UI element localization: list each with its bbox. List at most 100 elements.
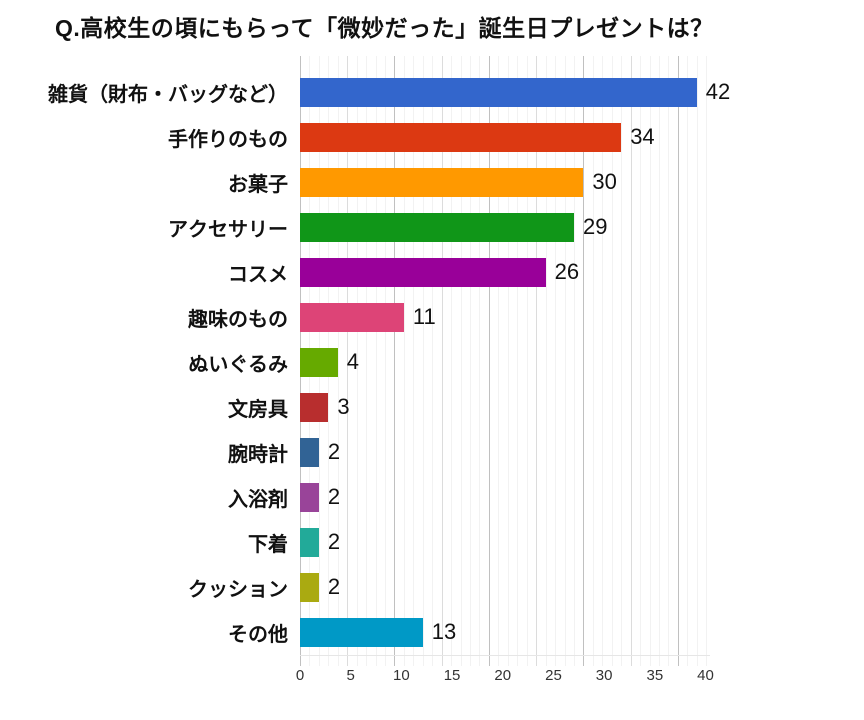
bar-track: 11 <box>300 295 710 340</box>
x-tick-label: 25 <box>545 667 562 684</box>
gridline-major <box>630 656 632 666</box>
bar <box>300 618 423 647</box>
bar-row: 雑貨（財布・バッグなど） 42 <box>0 70 864 115</box>
gridline-minor <box>479 656 481 666</box>
bar <box>300 573 319 602</box>
gridline-minor <box>451 656 453 666</box>
bar-track: 13 <box>300 610 710 655</box>
gridline-minor <box>602 656 604 666</box>
bar-row: 文房具 3 <box>0 385 864 430</box>
bar-track: 26 <box>300 250 710 295</box>
x-axis-tick-labels: 0 5 10 15 20 25 30 35 40 <box>296 667 740 687</box>
value-label: 3 <box>337 393 350 419</box>
gridline-minor <box>403 656 405 666</box>
gridline-minor <box>658 656 660 666</box>
gridline-minor <box>375 656 377 666</box>
bar <box>300 303 404 332</box>
bar-row: お菓子 30 <box>0 160 864 205</box>
category-label: 腕時計 <box>228 444 288 466</box>
bar-row: クッション 2 <box>0 565 864 610</box>
category-label: 趣味のもの <box>188 309 288 331</box>
gridline-minor <box>356 656 358 666</box>
x-tick-label: 10 <box>393 667 410 684</box>
gridline-minor <box>555 656 557 666</box>
gridline-minor <box>621 656 623 666</box>
gridline-minor <box>366 656 368 666</box>
value-label: 2 <box>327 573 341 599</box>
gridline-major <box>394 656 396 666</box>
gridline-major <box>536 656 538 666</box>
gridline-minor <box>696 656 698 666</box>
gridline-minor <box>687 656 689 666</box>
bar <box>300 258 546 287</box>
bar-track: 2 <box>300 430 710 475</box>
gridline-minor <box>573 656 575 666</box>
bar <box>300 393 329 422</box>
bar-row: その他 13 <box>0 610 864 655</box>
bar-chart: 雑貨（財布・バッグなど） 42 手作りのもの 34 お菓子 30 アクセサリー … <box>0 56 864 684</box>
gridline-minor <box>432 656 434 666</box>
x-tick-label: 0 <box>295 667 305 684</box>
gridline-minor <box>507 656 509 666</box>
value-label: 29 <box>582 213 608 239</box>
gridline-minor <box>460 656 462 666</box>
x-axis-tick-marks <box>300 656 710 666</box>
category-label: クッション <box>188 579 288 601</box>
bar-track: 2 <box>300 565 710 610</box>
bar-row: コスメ 26 <box>0 250 864 295</box>
gridline-major <box>441 656 443 666</box>
bar-rows: 雑貨（財布・バッグなど） 42 手作りのもの 34 お菓子 30 アクセサリー … <box>0 56 864 655</box>
bar-track: 2 <box>300 475 710 520</box>
bar-row: ぬいぐるみ 4 <box>0 340 864 385</box>
value-label: 2 <box>327 438 341 464</box>
value-label: 2 <box>327 528 341 554</box>
category-label: 入浴剤 <box>228 489 288 511</box>
gridline-minor <box>385 656 387 666</box>
bar-track: 29 <box>300 205 710 250</box>
category-label: お菓子 <box>228 174 288 196</box>
gridline-major <box>583 656 585 666</box>
category-label: 手作りのもの <box>168 129 288 151</box>
value-label: 26 <box>554 258 580 284</box>
bar-row: 腕時計 2 <box>0 430 864 475</box>
gridline-minor <box>470 656 472 666</box>
bar-row: 手作りのもの 34 <box>0 115 864 160</box>
gridline-minor <box>422 656 424 666</box>
x-tick-label: 40 <box>697 667 714 684</box>
gridline-minor <box>337 656 339 666</box>
bar-track: 34 <box>300 115 710 160</box>
gridline-minor <box>526 656 528 666</box>
bar-row: 下着 2 <box>0 520 864 565</box>
bar <box>300 483 319 512</box>
gridline-minor <box>668 656 670 666</box>
category-label: その他 <box>228 624 288 646</box>
bar-track: 42 <box>300 70 730 115</box>
bar <box>300 348 338 377</box>
gridline-minor <box>545 656 547 666</box>
bar-row: 入浴剤 2 <box>0 475 864 520</box>
bar-track: 30 <box>300 160 710 205</box>
x-tick-label: 5 <box>346 667 355 684</box>
gridline-minor <box>611 656 613 666</box>
bar-track: 2 <box>300 520 710 565</box>
bar-track: 3 <box>300 385 710 430</box>
category-label: ぬいぐるみ <box>188 354 288 376</box>
gridline-minor <box>640 656 642 666</box>
gridline-minor <box>328 656 330 666</box>
gridline-minor <box>517 656 519 666</box>
gridline-minor <box>592 656 594 666</box>
category-label: コスメ <box>228 264 288 286</box>
category-label: 雑貨（財布・バッグなど） <box>48 84 288 106</box>
bar-row: 趣味のもの 11 <box>0 295 864 340</box>
value-label: 13 <box>431 618 457 644</box>
bar <box>300 168 584 197</box>
x-tick-label: 35 <box>646 667 664 684</box>
category-label: アクセサリー <box>168 219 288 241</box>
x-tick-label: 15 <box>443 667 461 684</box>
bar <box>300 78 697 107</box>
gridline-minor <box>498 656 500 666</box>
value-label: 4 <box>346 348 360 374</box>
gridline-major <box>677 656 679 666</box>
gridline-major <box>347 656 349 666</box>
